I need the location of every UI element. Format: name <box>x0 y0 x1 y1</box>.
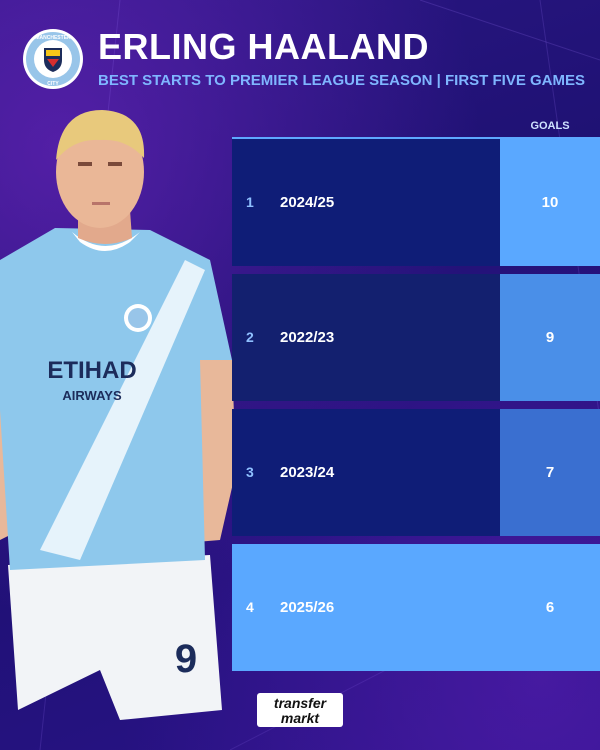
shorts-number: 9 <box>175 637 197 681</box>
table-row: 2 2022/23 9 <box>232 274 600 401</box>
row-goals: 6 <box>545 599 555 616</box>
row-goals-cell: 6 <box>500 544 600 671</box>
row-goals-cell: 9 <box>500 274 600 401</box>
row-rank: 3 <box>246 464 254 480</box>
shirt-sponsor-sub: AIRWAYS <box>62 388 122 403</box>
row-label-cell: 4 2025/26 <box>232 544 500 671</box>
manchester-city-crest: MANCHESTER CITY <box>23 29 83 89</box>
page-title: ERLING HAALAND <box>98 26 429 67</box>
page-subtitle: BEST STARTS TO PREMIER LEAGUE SEASON | F… <box>98 72 586 89</box>
crest-text-bottom: CITY <box>47 81 59 87</box>
row-season: 2022/23 <box>280 329 335 346</box>
row-goals: 10 <box>541 194 559 211</box>
goals-column-header: GOALS <box>530 120 570 132</box>
row-season: 2023/24 <box>280 464 335 481</box>
row-season: 2025/26 <box>280 599 335 616</box>
table-row: 4 2025/26 6 <box>232 544 600 671</box>
logo-line2: markt <box>280 710 320 726</box>
table-top-line <box>232 137 600 139</box>
row-goals-cell: 10 <box>500 139 600 266</box>
ranking-table: 1 2024/25 10 2 2022/23 9 3 2023/24 7 4 2… <box>232 139 600 679</box>
table-row: 3 2023/24 7 <box>232 409 600 536</box>
shirt-sponsor: ETIHAD <box>47 357 136 384</box>
row-goals: 9 <box>545 329 555 346</box>
row-label-cell: 3 2023/24 <box>232 409 500 536</box>
player-photo: ETIHAD AIRWAYS 9 <box>0 110 236 720</box>
row-season: 2024/25 <box>280 194 335 211</box>
row-label-cell: 1 2024/25 <box>232 139 500 266</box>
transfermarkt-logo: transfer markt <box>257 693 343 727</box>
row-rank: 2 <box>246 329 254 345</box>
row-goals: 7 <box>545 464 555 481</box>
row-goals-cell: 7 <box>500 409 600 536</box>
table-row: 1 2024/25 10 <box>232 139 600 266</box>
row-rank: 1 <box>246 194 254 210</box>
row-label-cell: 2 2022/23 <box>232 274 500 401</box>
logo-line1: transfer <box>273 695 327 711</box>
row-rank: 4 <box>246 599 254 615</box>
crest-text-top: MANCHESTER <box>35 35 71 41</box>
